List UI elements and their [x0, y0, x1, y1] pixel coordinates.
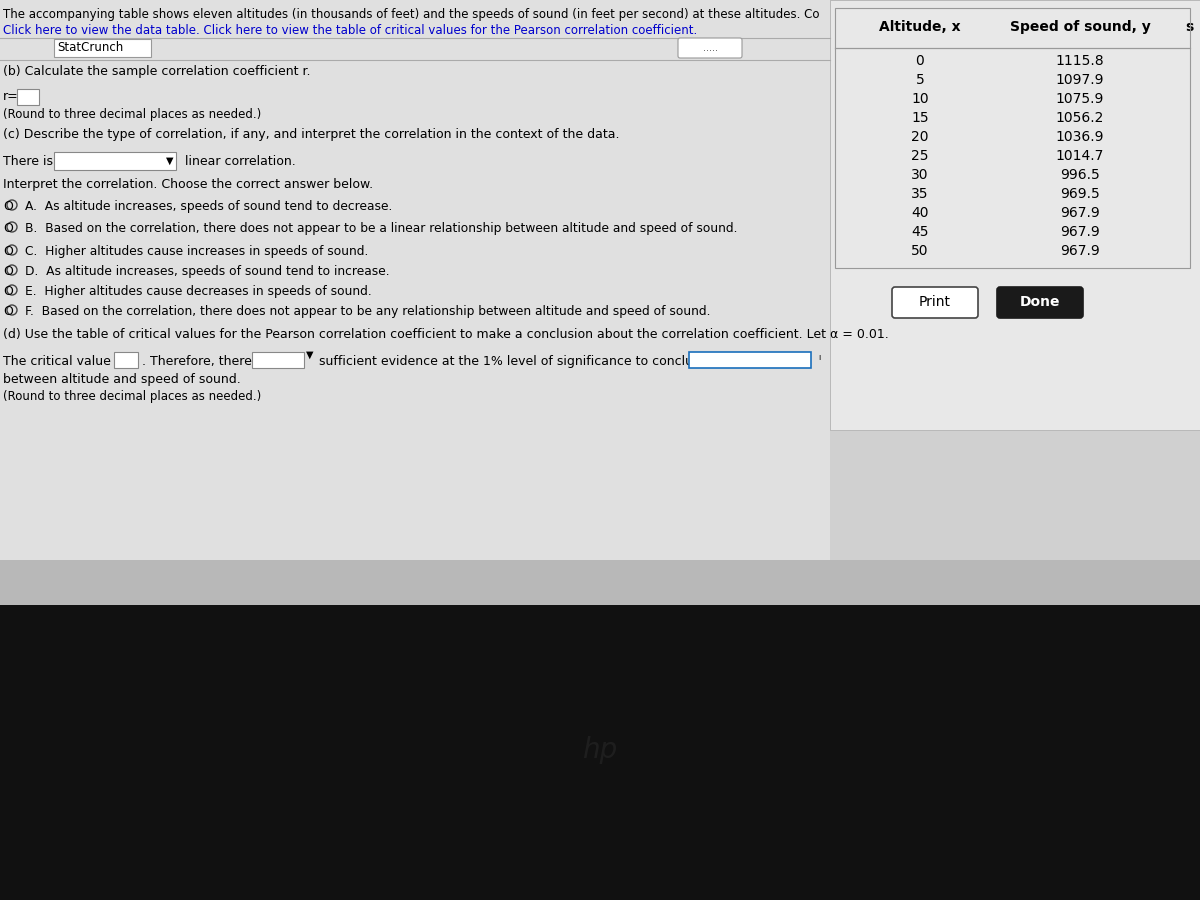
Text: . Therefore, there: . Therefore, there — [142, 355, 252, 368]
Text: O: O — [2, 265, 13, 278]
Text: O: O — [630, 575, 640, 589]
Text: ⊟: ⊟ — [520, 575, 530, 589]
Text: sufficient evidence at the 1% level of significance to conclude that: sufficient evidence at the 1% level of s… — [314, 355, 738, 368]
Text: O: O — [55, 575, 66, 589]
FancyBboxPatch shape — [17, 89, 38, 105]
Text: O: O — [2, 200, 13, 213]
FancyBboxPatch shape — [830, 0, 1200, 430]
FancyBboxPatch shape — [0, 560, 1200, 605]
Text: 969.5: 969.5 — [1060, 187, 1100, 201]
Text: O: O — [2, 222, 13, 235]
Text: Speed of sound, y: Speed of sound, y — [1009, 20, 1151, 34]
Text: C: C — [605, 575, 613, 589]
Text: 1056.2: 1056.2 — [1056, 111, 1104, 125]
Text: A.  As altitude increases, speeds of sound tend to decrease.: A. As altitude increases, speeds of soun… — [25, 200, 392, 213]
Text: (Round to three decimal places as needed.): (Round to three decimal places as needed… — [2, 108, 262, 121]
Text: ⊡: ⊡ — [460, 575, 470, 589]
Text: O: O — [2, 285, 13, 298]
Text: .....: ..... — [702, 43, 718, 53]
Text: O: O — [2, 305, 13, 318]
FancyBboxPatch shape — [54, 152, 176, 170]
Text: 1075.9: 1075.9 — [1056, 92, 1104, 106]
Text: 0: 0 — [916, 54, 924, 68]
Text: 967.9: 967.9 — [1060, 206, 1100, 220]
FancyBboxPatch shape — [892, 287, 978, 318]
Text: a: a — [545, 575, 553, 589]
FancyBboxPatch shape — [0, 0, 830, 580]
FancyBboxPatch shape — [678, 38, 742, 58]
Text: 50: 50 — [911, 244, 929, 258]
Text: 30: 30 — [911, 168, 929, 182]
Text: Interpret the correlation. Choose the correct answer below.: Interpret the correlation. Choose the co… — [2, 178, 373, 191]
Text: ⊞: ⊞ — [430, 575, 440, 589]
Text: F.  Based on the correlation, there does not appear to be any relationship betwe: F. Based on the correlation, there does … — [25, 305, 710, 318]
Text: W: W — [690, 575, 702, 589]
Text: IQ: IQ — [660, 575, 673, 589]
Text: D.  As altitude increases, speeds of sound tend to increase.: D. As altitude increases, speeds of soun… — [25, 265, 390, 278]
Text: 967.9: 967.9 — [1060, 225, 1100, 239]
Text: Altitude, x: Altitude, x — [880, 20, 961, 34]
Text: 25: 25 — [911, 149, 929, 163]
Text: 996.5: 996.5 — [1060, 168, 1100, 182]
Text: 20: 20 — [911, 130, 929, 144]
Text: 10: 10 — [911, 92, 929, 106]
Text: B.  Based on the correlation, there does not appear to be a linear relationship : B. Based on the correlation, there does … — [25, 222, 738, 235]
Text: 35: 35 — [911, 187, 929, 201]
Text: The critical value is: The critical value is — [2, 355, 128, 368]
Text: 45: 45 — [911, 225, 929, 239]
Text: s: s — [1186, 20, 1193, 34]
Text: (c) Describe the type of correlation, if any, and interpret the correlation in t: (c) Describe the type of correlation, if… — [2, 128, 619, 141]
Text: Type here to search: Type here to search — [74, 575, 198, 589]
Text: 967.9: 967.9 — [1060, 244, 1100, 258]
FancyBboxPatch shape — [0, 605, 1200, 900]
Text: (d) Use the table of critical values for the Pearson correlation coefficient to : (d) Use the table of critical values for… — [2, 328, 889, 341]
Text: 1115.8: 1115.8 — [1056, 54, 1104, 68]
Text: r=: r= — [2, 90, 19, 103]
Text: hp: hp — [582, 736, 618, 764]
FancyBboxPatch shape — [114, 352, 138, 368]
Text: ᴵ: ᴵ — [818, 354, 821, 366]
Text: linear correlation.: linear correlation. — [185, 155, 295, 168]
Text: C.  Higher altitudes cause increases in speeds of sound.: C. Higher altitudes cause increases in s… — [25, 245, 368, 258]
Text: (Round to three decimal places as needed.): (Round to three decimal places as needed… — [2, 390, 262, 403]
Text: between altitude and speed of sound.: between altitude and speed of sound. — [2, 373, 241, 386]
FancyBboxPatch shape — [689, 352, 811, 368]
Text: 40: 40 — [911, 206, 929, 220]
Text: ⊞: ⊞ — [10, 572, 26, 591]
Text: (b) Calculate the sample correlation coefficient r.: (b) Calculate the sample correlation coe… — [2, 65, 311, 78]
Text: 15: 15 — [911, 111, 929, 125]
Text: 1014.7: 1014.7 — [1056, 149, 1104, 163]
Text: E.  Higher altitudes cause decreases in speeds of sound.: E. Higher altitudes cause decreases in s… — [25, 285, 372, 298]
Text: $: $ — [575, 575, 583, 589]
FancyBboxPatch shape — [252, 352, 304, 368]
Text: ▼: ▼ — [167, 156, 174, 166]
Text: The accompanying table shows eleven altitudes (in thousands of feet) and the spe: The accompanying table shows eleven alti… — [2, 8, 820, 21]
Text: 5: 5 — [916, 73, 924, 87]
Text: StatCrunch: StatCrunch — [58, 41, 124, 54]
Text: There is: There is — [2, 155, 53, 168]
Text: Print: Print — [919, 295, 952, 309]
Text: Click here to view the data table. Click here to view the table of critical valu: Click here to view the data table. Click… — [2, 24, 697, 37]
FancyBboxPatch shape — [997, 287, 1084, 318]
Text: 1097.9: 1097.9 — [1056, 73, 1104, 87]
Text: Done: Done — [1020, 295, 1061, 309]
Text: 📁: 📁 — [490, 575, 498, 589]
Text: 60°F: 60°F — [1130, 575, 1159, 589]
Text: ▼: ▼ — [306, 350, 313, 360]
FancyBboxPatch shape — [54, 39, 151, 57]
Text: O: O — [2, 245, 13, 258]
Text: 1036.9: 1036.9 — [1056, 130, 1104, 144]
